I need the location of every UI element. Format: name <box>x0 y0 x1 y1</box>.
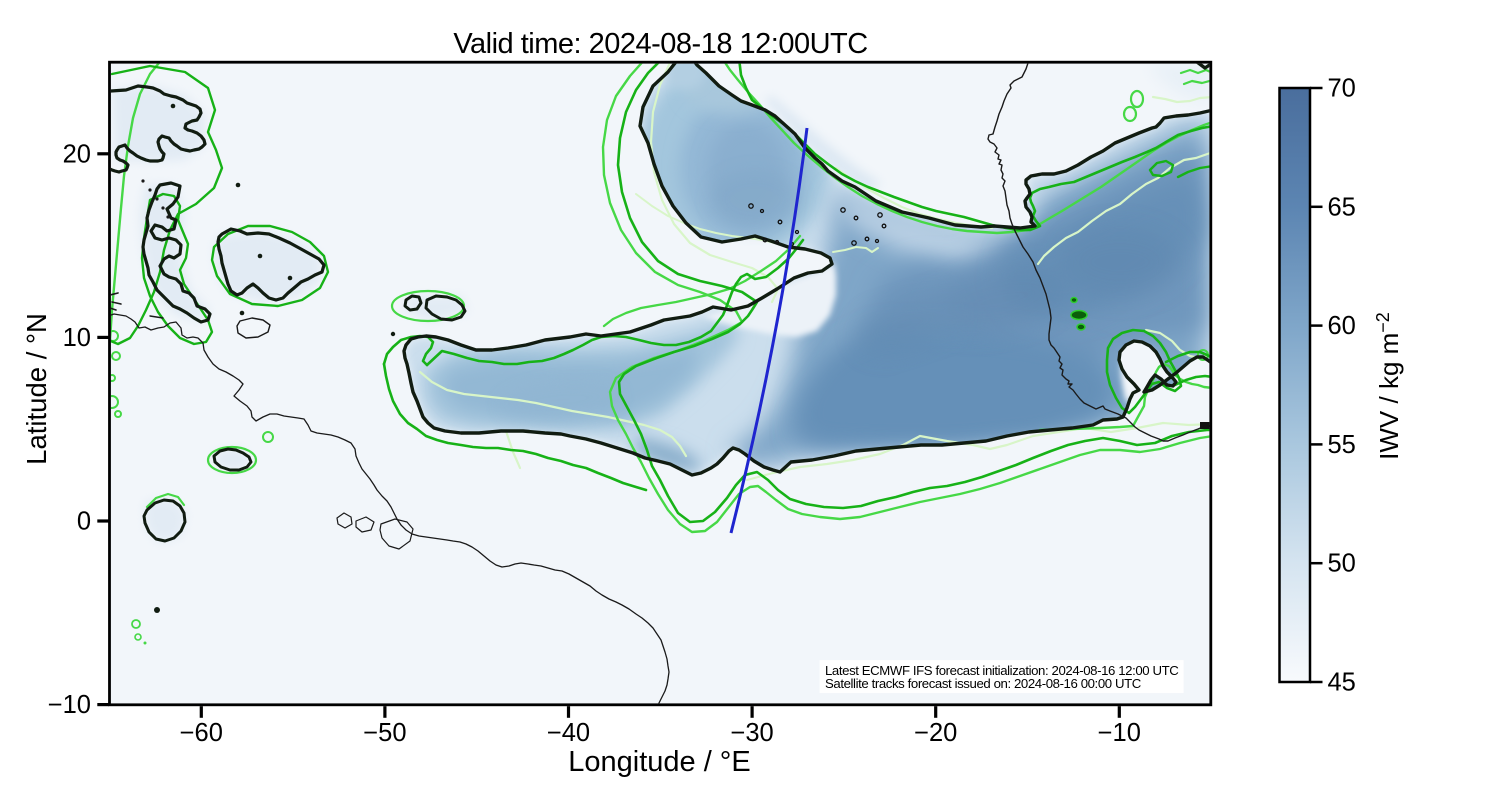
svg-text:Satellite tracks forecast issu: Satellite tracks forecast issued on: 202… <box>825 676 1142 691</box>
svg-text:55: 55 <box>1328 431 1356 459</box>
svg-text:10: 10 <box>63 324 91 352</box>
svg-text:20: 20 <box>63 140 91 168</box>
svg-text:Latest ECMWF IFS forecast init: Latest ECMWF IFS forecast initialization… <box>825 663 1179 678</box>
svg-text:Latitude / °N: Latitude / °N <box>21 313 52 465</box>
svg-text:−10: −10 <box>48 691 91 719</box>
svg-text:−10: −10 <box>1098 719 1141 747</box>
svg-text:−40: −40 <box>547 719 590 747</box>
svg-text:−50: −50 <box>363 719 406 747</box>
svg-text:50: 50 <box>1328 550 1356 578</box>
svg-text:60: 60 <box>1328 312 1356 340</box>
svg-text:−30: −30 <box>730 719 773 747</box>
svg-text:IWV / kg m−2: IWV / kg m−2 <box>1373 312 1404 460</box>
svg-text:Valid time: 2024-08-18 12:00UT: Valid time: 2024-08-18 12:00UTC <box>453 28 867 60</box>
svg-text:−60: −60 <box>180 719 223 747</box>
svg-text:0: 0 <box>77 508 91 536</box>
svg-text:−20: −20 <box>914 719 957 747</box>
svg-text:70: 70 <box>1328 75 1356 103</box>
svg-text:45: 45 <box>1328 669 1356 697</box>
svg-text:65: 65 <box>1328 193 1356 221</box>
svg-text:Longitude / °E: Longitude / °E <box>568 746 751 778</box>
